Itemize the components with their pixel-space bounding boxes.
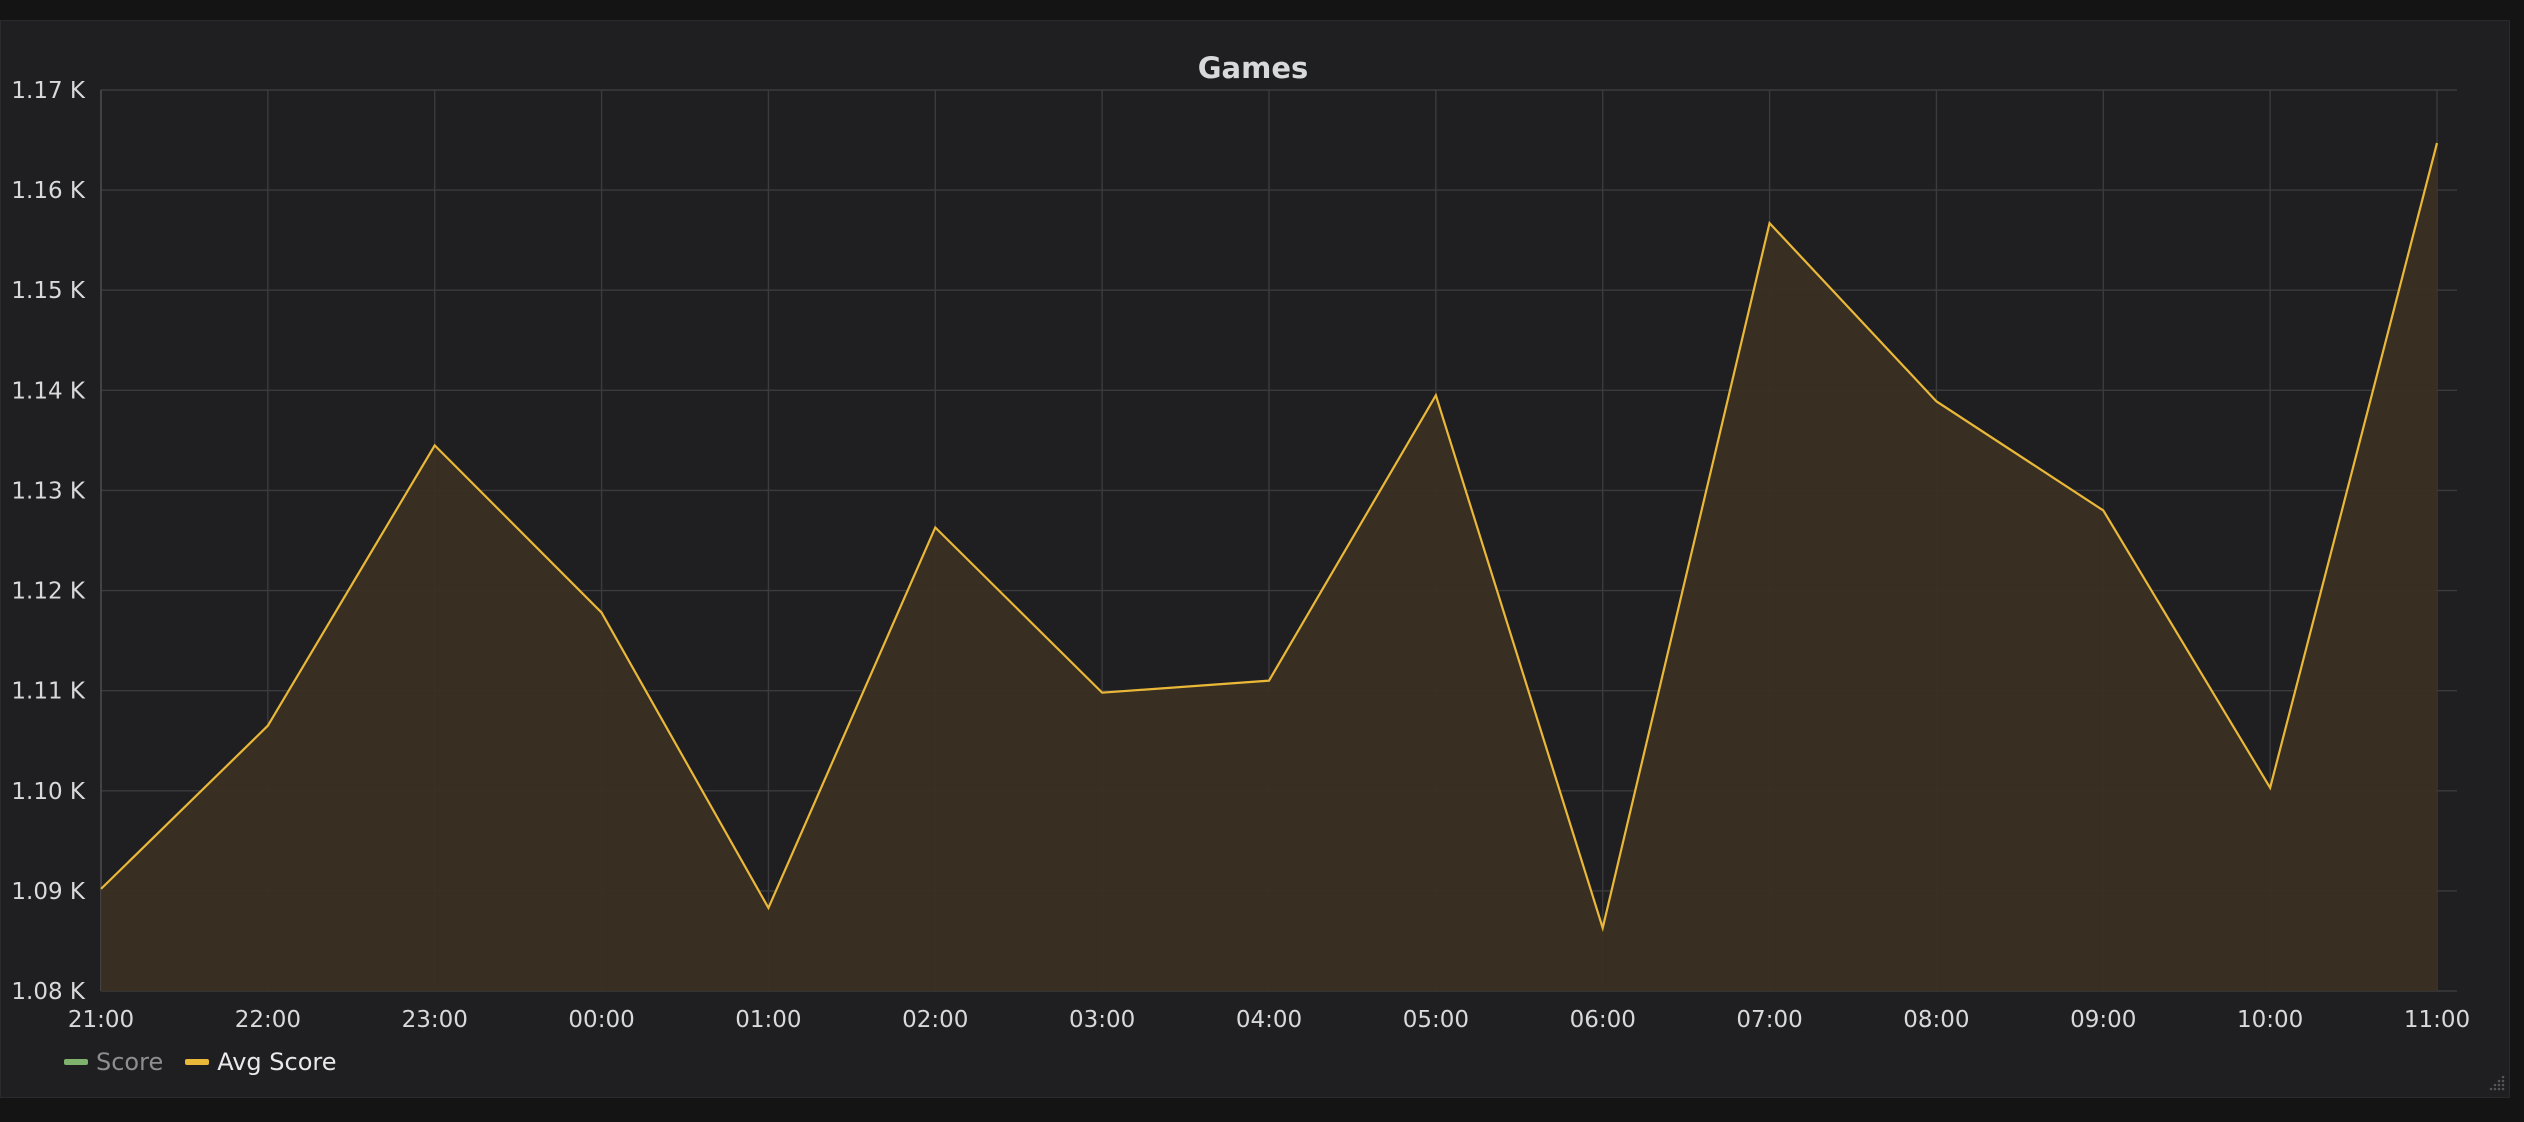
x-tick-label: 06:00 — [1570, 1007, 1636, 1033]
series-line-avg-score[interactable] — [100, 142, 2439, 933]
y-tick-label: 1.09 K — [11, 879, 86, 905]
y-axis: 1.08 K 1.09 K 1.10 K 1.11 K 1.12 K 1.13 K 1.14… — [11, 78, 86, 1005]
data-point[interactable] — [96, 884, 106, 894]
x-tick-label: 10:00 — [2237, 1007, 2303, 1033]
data-point[interactable] — [1931, 396, 1941, 406]
x-tick-label: 04:00 — [1236, 1007, 1302, 1033]
data-point[interactable] — [1264, 676, 1274, 686]
y-tick-label: 1.10 K — [11, 779, 86, 805]
x-tick-label: 07:00 — [1736, 1007, 1802, 1033]
legend-swatch-score — [64, 1059, 88, 1065]
data-point[interactable] — [1598, 923, 1608, 933]
x-tick-label: 05:00 — [1403, 1007, 1469, 1033]
y-tick-label: 1.16 K — [11, 178, 86, 204]
data-point[interactable] — [263, 721, 273, 731]
data-point[interactable] — [2098, 505, 2108, 515]
resize-handle-icon[interactable] — [2488, 1074, 2506, 1092]
x-tick-label: 09:00 — [2070, 1007, 2136, 1033]
y-tick-label: 1.11 K — [11, 679, 86, 705]
x-axis: 21:00 22:00 23:00 00:00 01:00 02:00 03:00 04:00… — [68, 1007, 2470, 1033]
x-tick-label: 01:00 — [735, 1007, 801, 1033]
x-tick-label: 11:00 — [2404, 1007, 2470, 1033]
data-point[interactable] — [597, 608, 607, 618]
data-point[interactable] — [1431, 390, 1441, 400]
y-tick-label: 1.15 K — [11, 278, 86, 304]
legend: Score Avg Score — [64, 1048, 337, 1076]
data-point[interactable] — [930, 522, 940, 532]
legend-item-score[interactable]: Score — [64, 1048, 163, 1076]
y-tick-label: 1.17 K — [11, 78, 86, 104]
data-point[interactable] — [430, 440, 440, 450]
x-tick-label: 21:00 — [68, 1007, 134, 1033]
x-tick-label: 00:00 — [568, 1007, 634, 1033]
legend-item-avg-score[interactable]: Avg Score — [185, 1048, 337, 1076]
y-tick-label: 1.08 K — [11, 979, 86, 1005]
data-point[interactable] — [2432, 138, 2442, 148]
legend-swatch-avg-score — [185, 1059, 210, 1065]
x-tick-label: 23:00 — [402, 1007, 468, 1033]
data-point[interactable] — [763, 903, 773, 913]
x-tick-label: 08:00 — [1903, 1007, 1969, 1033]
series-area-avg-score — [101, 143, 2437, 991]
data-point[interactable] — [1097, 688, 1107, 698]
legend-label-avg-score: Avg Score — [217, 1048, 337, 1076]
y-tick-label: 1.12 K — [11, 579, 86, 605]
data-point[interactable] — [1765, 218, 1775, 228]
x-tick-label: 22:00 — [235, 1007, 301, 1033]
series-area-layer — [101, 143, 2437, 991]
y-tick-label: 1.14 K — [11, 378, 86, 404]
x-tick-label: 02:00 — [902, 1007, 968, 1033]
x-tick-label: 03:00 — [1069, 1007, 1135, 1033]
panel-title[interactable]: Games — [1197, 51, 1309, 85]
data-point[interactable] — [2265, 783, 2275, 793]
legend-label-score: Score — [96, 1048, 164, 1076]
y-tick-label: 1.13 K — [11, 478, 86, 504]
series-line-layer — [96, 138, 2442, 933]
